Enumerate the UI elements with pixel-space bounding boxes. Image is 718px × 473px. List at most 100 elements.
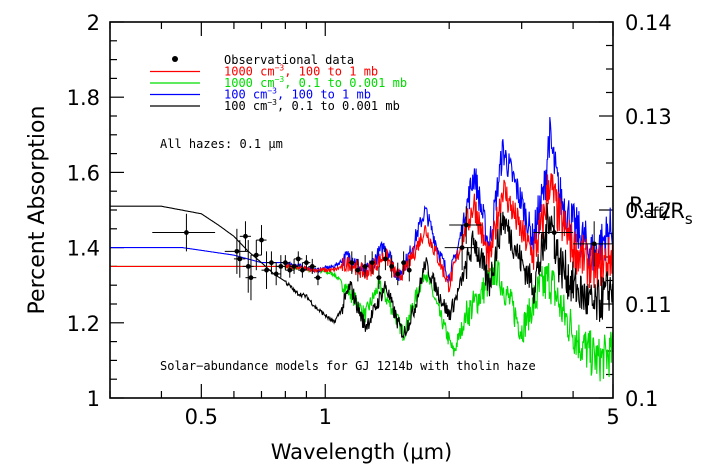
- legend-label: 1000 cm−3, 100 to 1 mb: [224, 64, 378, 79]
- data-point: [261, 251, 272, 289]
- data-point: [242, 240, 254, 293]
- x-tick-label: 5: [606, 405, 619, 429]
- y2-axis-label: Reff/Rs: [629, 193, 693, 228]
- data-point: [348, 251, 355, 274]
- data-point: [314, 270, 322, 286]
- data-point-marker: [282, 260, 288, 266]
- data-point-marker: [248, 275, 254, 281]
- haze-size-note: All hazes: 0.1 μm: [160, 137, 283, 151]
- data-point-marker: [362, 264, 368, 269]
- data-point: [354, 258, 361, 282]
- observations-layer: [152, 206, 613, 301]
- y2-tick-label: 0.13: [625, 105, 672, 129]
- data-point: [285, 262, 295, 278]
- data-point-marker: [406, 267, 412, 273]
- x-tick-label: 1: [319, 405, 332, 429]
- data-point-marker: [389, 264, 395, 269]
- data-point: [224, 228, 249, 274]
- series-line: [110, 202, 613, 339]
- legend-label: Observational data: [224, 53, 354, 67]
- data-point-marker: [369, 260, 375, 266]
- data-point: [233, 240, 246, 278]
- data-point-marker: [355, 267, 361, 273]
- y2-tick-label: 0.11: [625, 293, 672, 317]
- y2-tick-label: 0.12: [625, 199, 672, 223]
- y-tick-label: 1.4: [67, 237, 100, 261]
- legend-label: 1000 cm−3, 0.1 to 0.001 mb: [224, 75, 407, 90]
- data-point-marker: [591, 241, 597, 247]
- series-line: [110, 173, 613, 293]
- data-point: [376, 266, 382, 289]
- data-point-marker: [395, 271, 401, 277]
- data-point-marker: [295, 256, 301, 262]
- y2-tick-label: 0.14: [625, 11, 672, 35]
- data-point: [276, 255, 286, 278]
- data-point-marker: [269, 260, 274, 266]
- y-axis-label: Percent Absorption: [25, 106, 50, 315]
- data-point: [406, 258, 412, 282]
- data-point: [289, 258, 299, 274]
- data-point-marker: [243, 233, 248, 239]
- data-point: [302, 255, 311, 271]
- data-point: [266, 251, 277, 274]
- data-point: [294, 251, 303, 267]
- data-point-marker: [273, 271, 279, 277]
- data-point: [401, 251, 407, 274]
- data-point-marker: [299, 267, 305, 273]
- data-point: [382, 247, 388, 271]
- data-point-marker: [401, 260, 407, 266]
- series-line: [110, 117, 613, 284]
- data-point-marker: [237, 256, 243, 262]
- models-caption: Solar−abundance models for GJ 1214b with…: [160, 359, 536, 373]
- data-point: [308, 258, 317, 274]
- data-point-marker: [184, 230, 189, 235]
- data-point: [573, 221, 613, 267]
- legend-label: 100 cm−3, 0.1 to 0.001 mb: [224, 98, 400, 113]
- y2-tick-label: 0.1: [625, 387, 658, 411]
- x-axis-label: Wavelength (μm): [271, 440, 452, 464]
- data-point-marker: [315, 275, 321, 281]
- data-point: [533, 206, 574, 259]
- data-point-marker: [234, 248, 240, 254]
- data-point-marker: [259, 237, 264, 243]
- x-tick-label: 0.5: [185, 405, 218, 429]
- data-point-marker: [459, 245, 465, 251]
- plot-frame: [109, 21, 614, 399]
- data-point-marker: [463, 222, 469, 228]
- y-tick-label: 1.6: [67, 161, 100, 185]
- series-layer: [110, 117, 613, 382]
- data-point-marker: [253, 252, 259, 258]
- data-point-marker: [309, 264, 315, 269]
- data-point: [256, 225, 267, 256]
- data-point: [250, 240, 262, 271]
- data-point: [245, 255, 257, 301]
- data-point: [280, 255, 290, 271]
- data-point-marker: [349, 260, 355, 266]
- data-point: [395, 262, 401, 286]
- data-point: [369, 251, 375, 274]
- legend-marker: [172, 56, 178, 62]
- data-point: [449, 206, 482, 244]
- data-point-marker: [551, 230, 557, 235]
- y-tick-label: 1.8: [67, 86, 100, 110]
- data-point: [298, 262, 307, 278]
- data-point-marker: [376, 275, 382, 281]
- data-point-marker: [264, 267, 269, 273]
- legend-label: 100 cm−3, 100 to 1 mb: [224, 87, 371, 102]
- data-point-marker: [291, 264, 297, 269]
- data-point-marker: [278, 264, 284, 269]
- data-point-marker: [287, 267, 293, 273]
- y-tick-label: 2: [87, 11, 100, 35]
- data-point: [239, 221, 251, 252]
- data-point: [362, 255, 368, 278]
- y-tick-label: 1: [87, 387, 100, 411]
- data-point-marker: [304, 260, 309, 266]
- data-point-marker: [245, 264, 251, 269]
- data-point: [444, 225, 479, 271]
- data-point: [389, 255, 395, 278]
- data-point: [152, 213, 216, 252]
- y-tick-label: 1.2: [67, 312, 100, 336]
- data-point-marker: [383, 256, 388, 262]
